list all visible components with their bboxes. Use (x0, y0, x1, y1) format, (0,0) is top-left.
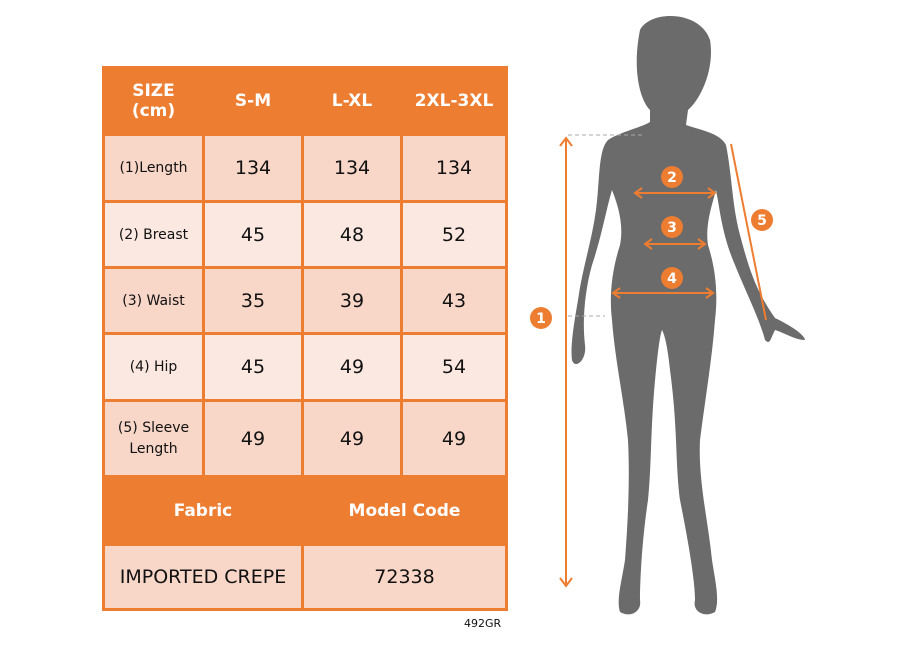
model-code-value: 72338 (301, 543, 508, 611)
marker-4 (661, 267, 683, 289)
table-row: (1)Length 134 134 134 (102, 133, 508, 203)
marker-4-label: 4 (667, 271, 677, 287)
cell: 39 (301, 266, 403, 335)
product-code: 492GR (464, 617, 502, 630)
cell: 54 (400, 332, 508, 402)
table-row: (3) Waist 35 39 43 (102, 266, 508, 335)
table-row: (5) Sleeve Length 49 49 49 (102, 399, 508, 478)
size-table: SIZE (cm) S-M L-XL 2XL-3XL (1)Length 134… (102, 66, 508, 611)
marker-2-label: 2 (667, 170, 677, 186)
cell: 49 (301, 399, 403, 478)
measurement-arrows (559, 136, 767, 588)
cell: 49 (202, 399, 304, 478)
marker-3-label: 3 (667, 220, 677, 236)
fabric-header: Fabric (102, 475, 304, 546)
cell: 45 (202, 332, 304, 402)
table-row: (4) Hip 45 49 54 (102, 332, 508, 402)
cell: 43 (400, 266, 508, 335)
marker-3 (661, 216, 683, 238)
marker-1-label: 1 (536, 311, 546, 327)
model-code-header: Model Code (301, 475, 508, 546)
cell: 45 (202, 200, 304, 269)
cell: 49 (400, 399, 508, 478)
row-label: (5) Sleeve Length (102, 399, 205, 478)
row-label: (4) Hip (102, 332, 205, 402)
cell: 134 (301, 133, 403, 203)
row-label: (1)Length (102, 133, 205, 203)
marker-5 (751, 209, 773, 231)
cell: 134 (400, 133, 508, 203)
silhouette (571, 16, 805, 615)
cell: 48 (301, 200, 403, 269)
marker-2 (661, 166, 683, 188)
row-label: (2) Breast (102, 200, 205, 269)
row-label: (3) Waist (102, 266, 205, 335)
cell: 49 (301, 332, 403, 402)
cell: 134 (202, 133, 304, 203)
size-header: SIZE (cm) (102, 66, 205, 136)
table-row: (2) Breast 45 48 52 (102, 200, 508, 269)
marker-5-label: 5 (757, 213, 767, 229)
col-header-l-xl: L-XL (301, 66, 403, 136)
marker-badges (530, 166, 773, 329)
col-header-2xl-3xl: 2XL-3XL (400, 66, 508, 136)
marker-1 (530, 307, 552, 329)
cell: 52 (400, 200, 508, 269)
fabric-value: IMPORTED CREPE (102, 543, 304, 611)
guide-lines (568, 134, 645, 317)
col-header-s-m: S-M (202, 66, 304, 136)
cell: 35 (202, 266, 304, 335)
